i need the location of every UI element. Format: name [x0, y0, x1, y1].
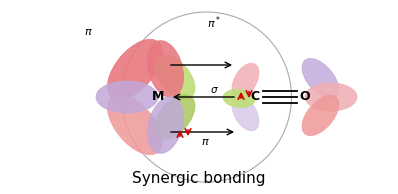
Text: $\pi^*$: $\pi^*$: [207, 14, 221, 31]
Ellipse shape: [107, 94, 162, 155]
Ellipse shape: [232, 96, 259, 131]
Text: Synergic bonding: Synergic bonding: [132, 171, 266, 185]
Text: M: M: [152, 90, 164, 104]
Text: O: O: [300, 90, 310, 104]
Ellipse shape: [147, 97, 183, 153]
Ellipse shape: [305, 83, 357, 111]
Ellipse shape: [96, 81, 158, 113]
Ellipse shape: [154, 55, 195, 99]
Ellipse shape: [154, 95, 195, 139]
Ellipse shape: [302, 95, 339, 136]
Ellipse shape: [232, 63, 259, 98]
Ellipse shape: [107, 39, 162, 100]
Ellipse shape: [147, 41, 183, 97]
Text: $\pi$: $\pi$: [84, 27, 92, 37]
Ellipse shape: [302, 58, 339, 99]
Ellipse shape: [223, 89, 255, 107]
Text: C: C: [250, 90, 259, 104]
Text: $\sigma$: $\sigma$: [210, 85, 219, 95]
Text: $\pi$: $\pi$: [201, 137, 209, 147]
